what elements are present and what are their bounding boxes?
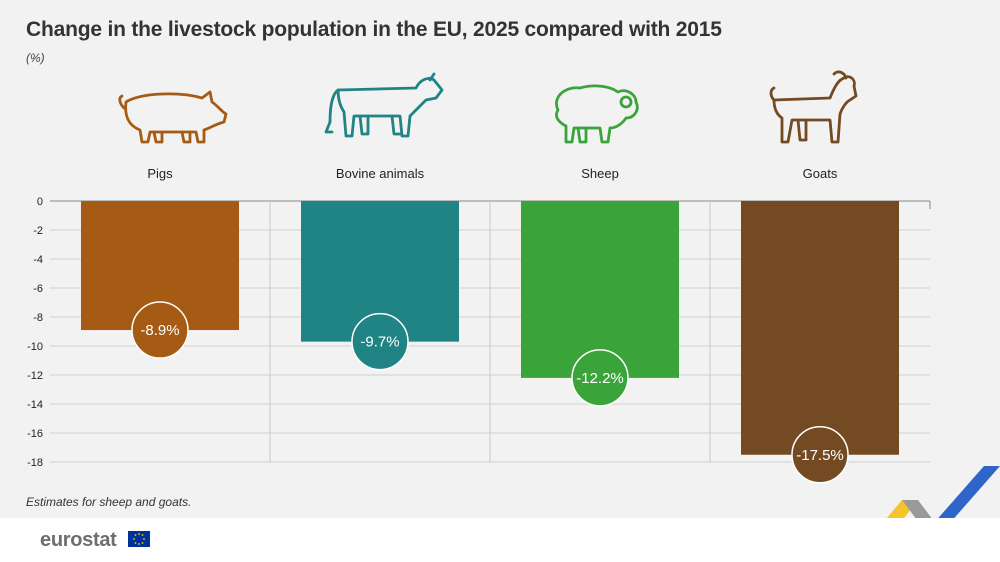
value-label: -12.2% xyxy=(576,370,624,387)
y-tick-label: -6 xyxy=(33,283,43,295)
category-label: Pigs xyxy=(147,166,173,181)
chart-title: Change in the livestock population in th… xyxy=(26,18,722,41)
y-tick-label: -8 xyxy=(33,312,43,324)
y-tick-label: -12 xyxy=(27,370,43,382)
value-badge xyxy=(131,301,189,359)
footnote: Estimates for sheep and goats. xyxy=(26,495,192,509)
y-tick-label: -16 xyxy=(27,428,43,440)
value-badge xyxy=(351,312,409,371)
bar-chart: 0 -2 -4 -6 -8 -10 -12 -14 -16 -18 Pigs -8.9% Bovine … xyxy=(27,166,931,484)
category-label: Goats xyxy=(803,166,838,181)
bar xyxy=(741,201,899,455)
eu-flag-icon xyxy=(128,531,150,547)
pig-icon xyxy=(118,90,228,144)
cow-icon xyxy=(324,72,444,138)
footer: eurostat xyxy=(0,518,1000,562)
value-label: -9.7% xyxy=(360,334,399,351)
value-badge xyxy=(571,349,629,407)
sheep-icon xyxy=(555,84,639,144)
bar xyxy=(521,201,679,378)
value-badge xyxy=(791,426,849,484)
category-label: Bovine animals xyxy=(336,166,425,181)
category-label: Sheep xyxy=(581,166,619,181)
y-tick-label: -4 xyxy=(33,254,43,266)
value-label: -17.5% xyxy=(796,447,844,464)
goat-icon xyxy=(769,70,858,144)
value-label: -8.9% xyxy=(140,322,179,339)
y-tick-label: -18 xyxy=(27,457,43,469)
y-tick-label: -10 xyxy=(27,341,43,353)
y-tick-label: -14 xyxy=(27,399,43,411)
y-tick-label: 0 xyxy=(37,196,43,208)
unit-label: (%) xyxy=(26,51,45,65)
y-tick-label: -2 xyxy=(33,225,43,237)
eurostat-logo: eurostat xyxy=(40,529,117,551)
